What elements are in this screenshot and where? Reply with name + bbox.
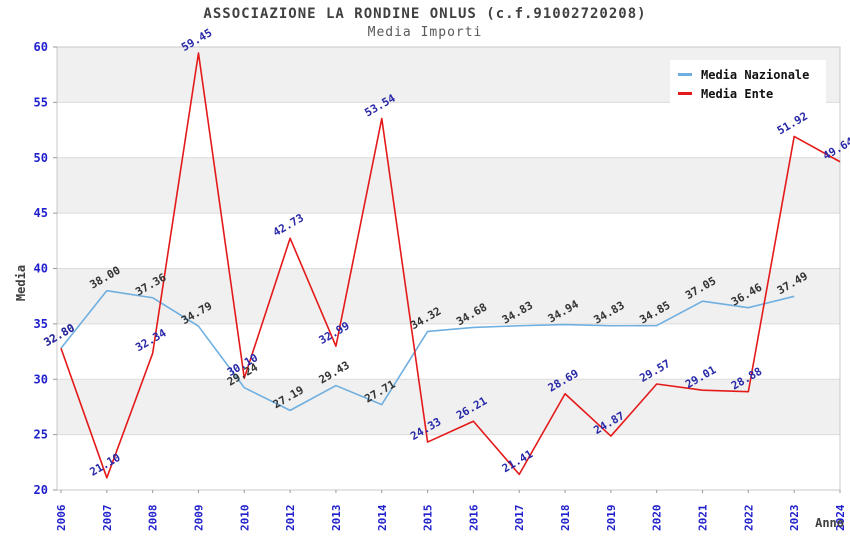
- legend-swatch-ente-icon: [678, 92, 692, 95]
- plot-band: [57, 157, 840, 214]
- legend-item-media-nazionale: Media Nazionale: [678, 65, 818, 84]
- x-axis-label: 2017: [513, 505, 526, 532]
- x-axis-label: 2018: [559, 505, 572, 532]
- x-axis-label: 2016: [467, 504, 480, 531]
- x-axis-label: 2006: [55, 504, 68, 531]
- x-axis-label: 2021: [697, 504, 710, 531]
- legend-swatch-nazionale-icon: [678, 73, 692, 76]
- plot-band: [57, 268, 840, 324]
- series-line-media-nazionale: [60, 289, 795, 412]
- y-axis-label: 20: [34, 483, 48, 497]
- x-axis-label: 2009: [192, 505, 205, 532]
- data-label: 51.92: [775, 110, 810, 138]
- data-label: 32.34: [133, 326, 169, 354]
- y-axis-label: 55: [34, 95, 48, 109]
- x-axis-label: 2010: [238, 505, 251, 532]
- x-axis-label: 2019: [605, 505, 618, 532]
- series-line-media-ente: [60, 52, 841, 479]
- plot-band: [57, 379, 840, 435]
- y-axis-label: 30: [34, 372, 48, 386]
- data-label: 42.73: [271, 211, 306, 239]
- x-axis-label: 2024: [834, 504, 847, 531]
- legend-label-nazionale: Media Nazionale: [701, 67, 810, 82]
- x-axis-label: 2014: [376, 504, 389, 531]
- x-axis-label: 2007: [101, 505, 114, 532]
- x-axis-title: Anno: [815, 516, 844, 530]
- legend: Media Nazionale Media Ente: [670, 60, 826, 109]
- x-axis-label: 2022: [742, 505, 755, 532]
- y-axis-label: 60: [34, 40, 48, 54]
- x-axis-label: 2020: [651, 505, 664, 532]
- x-axis-label: 2013: [330, 505, 343, 532]
- chart-title: ASSOCIAZIONE LA RONDINE ONLUS (c.f.91002…: [203, 6, 647, 22]
- x-axis-label: 2023: [788, 505, 801, 532]
- data-label: 21.41: [500, 447, 536, 475]
- x-axis-label: 2012: [284, 505, 297, 532]
- y-axis-label: 45: [34, 206, 48, 220]
- y-axis-label: 50: [34, 151, 48, 165]
- y-axis-label: 25: [34, 428, 48, 442]
- x-axis-label: 2015: [422, 505, 435, 532]
- legend-label-ente: Media Ente: [701, 86, 774, 101]
- y-axis-label: 35: [34, 317, 48, 331]
- legend-item-media-ente: Media Ente: [678, 84, 818, 103]
- x-axis-label: 2008: [147, 505, 160, 532]
- y-axis-title: Media: [14, 265, 28, 301]
- chart-subtitle: Media Importi: [367, 25, 483, 40]
- y-axis-label: 40: [34, 262, 48, 276]
